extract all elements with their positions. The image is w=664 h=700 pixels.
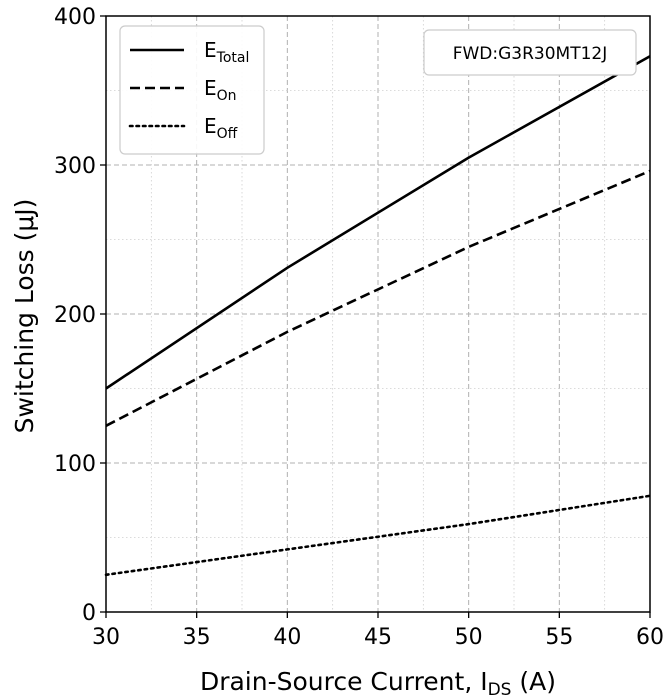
x-tick-label: 50 <box>455 625 483 650</box>
x-axis-label: Drain-Source Current, IDS (A) <box>200 667 556 700</box>
series-line-total <box>105 55 651 390</box>
x-tick-label: 55 <box>545 625 573 650</box>
series-line-off <box>104 494 652 577</box>
axis-ticks: 30 35 40 45 50 55 60 0 100 200 300 400 <box>54 5 664 650</box>
x-axis-label-unit: (A) <box>511 667 556 696</box>
legend-label-off: EOff <box>204 114 238 142</box>
x-tick-label: 35 <box>183 625 211 650</box>
y-tick-label: 300 <box>54 154 96 179</box>
legend-entries: ETotal EOn EOff <box>128 38 249 142</box>
x-tick-label: 45 <box>364 625 392 650</box>
series-lines <box>104 55 652 577</box>
series-line-on <box>105 169 651 427</box>
legend-label-on: EOn <box>204 76 237 104</box>
x-axis-label-main: Drain-Source Current, I <box>200 667 488 696</box>
x-axis-label-subscript: DS <box>488 680 512 700</box>
x-tick-label: 30 <box>92 625 120 650</box>
y-tick-label: 100 <box>54 452 96 477</box>
annotation-text: FWD:G3R30MT12J <box>453 44 608 64</box>
y-tick-label: 0 <box>82 601 96 626</box>
y-tick-label: 400 <box>54 5 96 30</box>
y-tick-label: 200 <box>54 303 96 328</box>
y-axis-label: Switching Loss (μJ) <box>10 199 39 434</box>
x-tick-label: 40 <box>273 625 301 650</box>
legend: ETotal EOn EOff <box>119 25 265 155</box>
legend-label-total: ETotal <box>204 38 249 66</box>
grid <box>106 16 650 612</box>
annotation-box <box>423 29 637 76</box>
x-tick-label: 60 <box>636 625 664 650</box>
legend-box <box>119 25 265 155</box>
device-annotation: FWD:G3R30MT12J <box>423 29 637 76</box>
